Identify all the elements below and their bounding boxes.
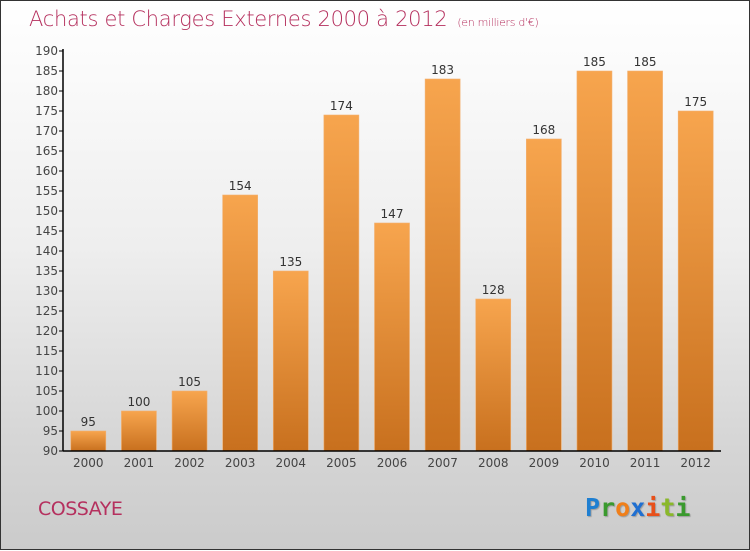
unit-label: (en milliers d'€) bbox=[457, 16, 539, 29]
data-label: 128 bbox=[482, 283, 505, 297]
bar bbox=[70, 430, 107, 452]
y-tick-label: 145 bbox=[35, 224, 58, 238]
y-tick-label: 180 bbox=[35, 84, 58, 98]
y-tick-label: 175 bbox=[35, 104, 58, 118]
y-tick-label: 140 bbox=[35, 244, 58, 258]
bar bbox=[576, 70, 613, 452]
x-tick-label: 2003 bbox=[225, 456, 256, 470]
x-tick-label: 2001 bbox=[124, 456, 155, 470]
y-tick-label: 115 bbox=[35, 344, 58, 358]
data-label: 95 bbox=[81, 415, 96, 429]
data-label: 168 bbox=[532, 123, 555, 137]
x-tick-label: 2002 bbox=[174, 456, 205, 470]
y-tick-label: 170 bbox=[35, 124, 58, 138]
y-tick-label: 100 bbox=[35, 404, 58, 418]
y-tick-label: 95 bbox=[43, 424, 58, 438]
logo-letter: P bbox=[585, 493, 601, 522]
y-tick-label: 185 bbox=[35, 64, 58, 78]
y-tick-label: 130 bbox=[35, 284, 58, 298]
data-label: 135 bbox=[279, 255, 302, 269]
bar bbox=[627, 70, 663, 452]
bar bbox=[272, 270, 309, 452]
x-tick-label: 2000 bbox=[73, 456, 104, 470]
data-label: 105 bbox=[178, 375, 201, 389]
x-tick-label: 2008 bbox=[478, 456, 509, 470]
title-text: Achats et Charges Externes 2000 à 2012 bbox=[29, 7, 448, 31]
data-label: 175 bbox=[684, 95, 707, 109]
proxiti-logo[interactable]: Proxiti bbox=[585, 493, 690, 522]
data-label: 147 bbox=[381, 207, 404, 221]
y-tick-label: 120 bbox=[35, 324, 58, 338]
logo-letter: r bbox=[600, 493, 616, 522]
y-tick-label: 90 bbox=[43, 444, 58, 458]
y-tick-label: 190 bbox=[35, 44, 58, 58]
bar bbox=[171, 390, 208, 452]
bar bbox=[222, 194, 258, 452]
bar bbox=[526, 138, 562, 452]
y-tick-label: 160 bbox=[35, 164, 58, 178]
data-label: 154 bbox=[229, 179, 252, 193]
y-tick-label: 110 bbox=[35, 364, 58, 378]
y-tick-label: 135 bbox=[35, 264, 58, 278]
x-tick-label: 2010 bbox=[579, 456, 610, 470]
x-tick-label: 2011 bbox=[630, 456, 661, 470]
data-label: 174 bbox=[330, 99, 353, 113]
bar bbox=[323, 114, 360, 452]
chart-title: Achats et Charges Externes 2000 à 2012 (e… bbox=[29, 7, 539, 31]
data-label: 185 bbox=[634, 55, 657, 69]
data-label: 100 bbox=[127, 395, 150, 409]
y-tick-label: 150 bbox=[35, 204, 58, 218]
x-tick-label: 2007 bbox=[427, 456, 458, 470]
x-tick-label: 2012 bbox=[680, 456, 711, 470]
city-name: COSSAYE bbox=[38, 498, 123, 520]
bar bbox=[374, 222, 410, 452]
x-tick-label: 2009 bbox=[529, 456, 560, 470]
y-tick-label: 125 bbox=[35, 304, 58, 318]
y-tick-label: 105 bbox=[35, 384, 58, 398]
data-label: 185 bbox=[583, 55, 606, 69]
x-tick-label: 2005 bbox=[326, 456, 357, 470]
bar bbox=[121, 410, 157, 452]
bar bbox=[475, 298, 512, 452]
logo-letter: x bbox=[630, 493, 646, 522]
y-tick-label: 155 bbox=[35, 184, 58, 198]
y-tick-label: 165 bbox=[35, 144, 58, 158]
logo-letter: o bbox=[615, 493, 631, 522]
bar bbox=[677, 110, 714, 452]
logo-letter: i bbox=[645, 493, 661, 522]
x-tick-label: 2006 bbox=[377, 456, 408, 470]
x-tick-label: 2004 bbox=[275, 456, 306, 470]
data-label: 183 bbox=[431, 63, 454, 77]
logo-letter: t bbox=[660, 493, 676, 522]
logo-letter: i bbox=[675, 493, 691, 522]
bar bbox=[424, 78, 461, 452]
